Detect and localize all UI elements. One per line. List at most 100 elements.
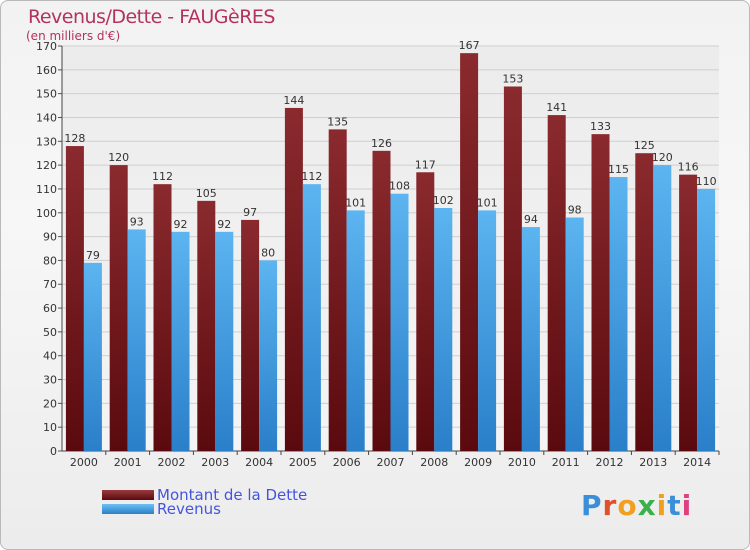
bar-dette [591,134,610,451]
x-tick-label: 2006 [333,456,361,469]
bar-revenus [390,193,409,452]
bar-revenus [609,177,628,451]
data-label-revenus: 79 [86,249,100,262]
data-label-revenus: 92 [217,218,231,231]
logo-letter: P [581,489,603,522]
data-label-dette: 105 [196,187,217,200]
bar-revenus [127,229,146,451]
bar-dette [197,200,216,451]
bar-revenus [171,231,190,451]
bar-revenus [302,184,321,452]
bar-revenus [434,208,453,451]
data-label-dette: 144 [283,94,304,107]
data-label-revenus: 93 [130,215,144,228]
data-label-dette: 135 [327,115,348,128]
x-tick-label: 2004 [245,456,273,469]
y-tick-label: 40 [43,350,57,363]
logo-letter: o [617,489,638,522]
data-label-revenus: 108 [389,180,410,193]
x-tick-label: 2012 [596,456,624,469]
legend-swatch-dette [102,490,154,500]
legend-label-dette: Montant de la Dette [157,486,308,504]
bar-revenus [697,188,716,452]
bar-dette [328,129,347,451]
y-tick-label: 30 [43,374,57,387]
y-tick-label: 160 [36,64,57,77]
y-tick-label: 0 [50,445,57,458]
data-label-dette: 97 [243,206,257,219]
data-label-revenus: 120 [652,151,673,164]
y-tick-label: 100 [36,207,57,220]
data-label-dette: 120 [108,151,129,164]
x-tick-label: 2003 [201,456,229,469]
y-tick-label: 140 [36,111,57,124]
data-label-dette: 112 [152,170,173,183]
data-label-dette: 133 [590,120,611,133]
data-label-dette: 167 [459,39,480,52]
x-tick-label: 2010 [508,456,536,469]
bar-revenus [346,210,365,451]
y-tick-label: 90 [43,231,57,244]
bar-revenus [521,227,540,451]
legend-label-revenus: Revenus [157,500,221,518]
data-label-revenus: 80 [261,246,275,259]
data-label-dette: 116 [678,161,699,174]
x-tick-label: 2008 [420,456,448,469]
bar-dette [503,86,522,451]
logo-letter: i [656,489,668,522]
data-label-dette: 141 [546,101,567,114]
y-tick-label: 50 [43,326,57,339]
bar-dette [109,165,128,451]
chart-subtitle: (en milliers d'€) [26,29,121,43]
bar-revenus [478,210,497,451]
logo-letter: r [602,489,618,522]
data-label-dette: 126 [371,137,392,150]
y-tick-label: 170 [36,40,57,53]
data-label-dette: 128 [64,132,85,145]
x-tick-label: 2005 [289,456,317,469]
bar-dette [372,150,391,451]
bar-dette [284,107,303,452]
logo-letter: i [681,489,693,522]
data-label-revenus: 92 [174,218,188,231]
bar-dette [241,219,260,451]
data-label-revenus: 101 [345,196,366,209]
y-tick-label: 150 [36,88,57,101]
y-tick-label: 110 [36,183,57,196]
data-label-dette: 117 [415,158,436,171]
bar-revenus [215,231,234,451]
bar-dette [153,184,172,452]
bar-revenus [653,165,672,451]
y-tick-label: 130 [36,135,57,148]
x-tick-label: 2013 [639,456,667,469]
data-label-dette: 153 [502,73,523,86]
y-tick-label: 120 [36,159,57,172]
logo-letter: t [667,489,682,522]
proxiti-logo: Proxiti [581,489,692,522]
bar-dette [679,174,698,451]
y-tick-label: 80 [43,254,57,267]
bar-revenus [259,260,278,451]
bar-dette [547,115,566,452]
data-label-dette: 125 [634,139,655,152]
data-label-revenus: 102 [433,194,454,207]
y-tick-label: 60 [43,302,57,315]
bar-revenus [565,217,584,451]
y-tick-label: 70 [43,278,57,291]
x-tick-label: 2000 [70,456,98,469]
x-tick-label: 2014 [683,456,711,469]
data-label-revenus: 110 [696,175,717,188]
bar-dette [635,153,654,452]
data-label-revenus: 112 [301,170,322,183]
bar-revenus [83,262,102,451]
data-label-revenus: 94 [524,213,538,226]
bar-dette [65,146,84,451]
chart-title: Revenus/Dette - FAUGèRES [28,6,275,28]
x-tick-label: 2001 [114,456,142,469]
bar-dette [416,172,435,451]
y-tick-label: 20 [43,397,57,410]
data-label-revenus: 101 [477,196,498,209]
y-tick-label: 10 [43,421,57,434]
